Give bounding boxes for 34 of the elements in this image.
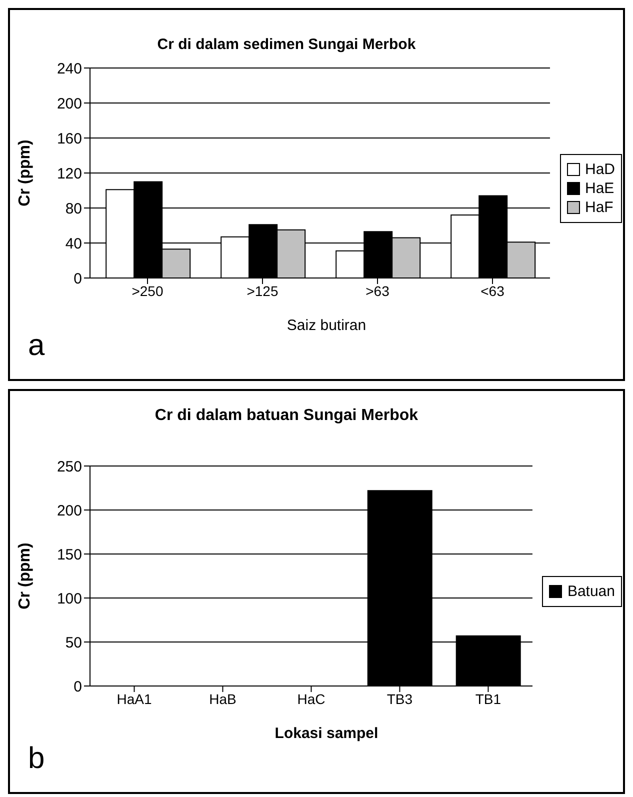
legend-label: Batuan bbox=[567, 582, 615, 600]
y-tick-label: 150 bbox=[56, 546, 82, 564]
y-tick-label: 160 bbox=[56, 130, 82, 148]
legend-label: HaE bbox=[584, 180, 614, 196]
x-tick-label: <63 bbox=[480, 282, 505, 299]
y-tick-label: 0 bbox=[74, 270, 82, 288]
y-tick-label: 200 bbox=[56, 95, 82, 112]
y-axis-title: Cr (ppm) bbox=[16, 140, 34, 206]
y-tick-label: 250 bbox=[56, 458, 82, 476]
y-tick-label: 50 bbox=[65, 634, 82, 652]
y-tick-label: 200 bbox=[56, 502, 82, 520]
text: a bbox=[28, 329, 45, 363]
x-tick-label: HaB bbox=[209, 690, 236, 707]
legend-label: HaD bbox=[584, 160, 615, 178]
x-tick-label: TB1 bbox=[475, 690, 502, 707]
chart-title: Cr di dalam sedimen Sungai Merbok bbox=[156, 36, 417, 53]
x-tick-label: >125 bbox=[246, 282, 278, 299]
x-tick-label: >63 bbox=[366, 282, 390, 299]
x-axis-title: Lokasi sampel bbox=[274, 725, 380, 742]
chart-title: Cr di dalam batuan Sungai Merbok bbox=[154, 407, 420, 425]
y-tick-label: 120 bbox=[56, 165, 82, 182]
y-tick-label: 100 bbox=[56, 590, 82, 608]
x-tick-label: TB3 bbox=[386, 690, 413, 707]
y-axis-title: Cr (ppm) bbox=[16, 542, 34, 610]
y-tick-label: 240 bbox=[56, 60, 82, 78]
x-tick-label: HaA1 bbox=[116, 690, 152, 707]
x-axis-title: Saiz butiran bbox=[286, 317, 366, 334]
y-tick-label: 80 bbox=[65, 200, 82, 218]
y-tick-label: 40 bbox=[65, 235, 82, 252]
x-tick-label: >250 bbox=[132, 282, 164, 299]
x-tick-label: HaC bbox=[297, 690, 326, 707]
legend-label: HaF bbox=[584, 198, 614, 216]
text: b bbox=[28, 742, 45, 776]
y-tick-label: 0 bbox=[74, 678, 82, 696]
